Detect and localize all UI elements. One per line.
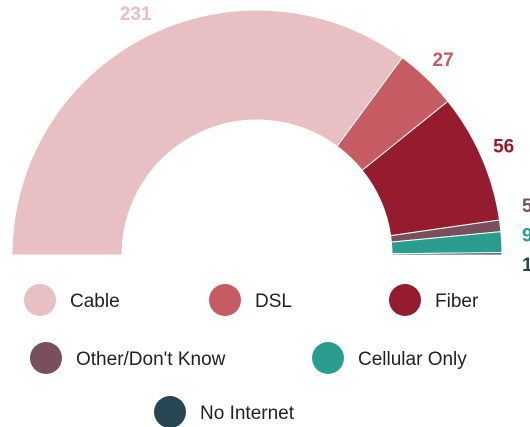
slice-label: 5 xyxy=(522,196,530,217)
slice xyxy=(11,9,404,256)
legend-swatch xyxy=(312,342,344,374)
legend-label: No Internet xyxy=(200,403,295,424)
slice-label: 27 xyxy=(433,50,454,71)
slice-label: 9 xyxy=(522,226,530,247)
legend-swatch xyxy=(389,284,421,316)
legend-label: Cellular Only xyxy=(358,349,467,370)
slice-label: 231 xyxy=(120,4,152,25)
legend-label: DSL xyxy=(255,291,292,312)
legend-swatch xyxy=(209,284,241,316)
legend-label: Cable xyxy=(70,291,120,312)
legend-swatch xyxy=(30,342,62,374)
slice-label: 56 xyxy=(493,137,514,158)
slice-label: 1 xyxy=(522,255,530,276)
legend-swatch xyxy=(154,396,186,427)
legend-label: Fiber xyxy=(435,291,479,312)
legend-label: Other/Don't Know xyxy=(76,349,226,370)
legend-swatch xyxy=(24,284,56,316)
slice xyxy=(391,252,503,256)
